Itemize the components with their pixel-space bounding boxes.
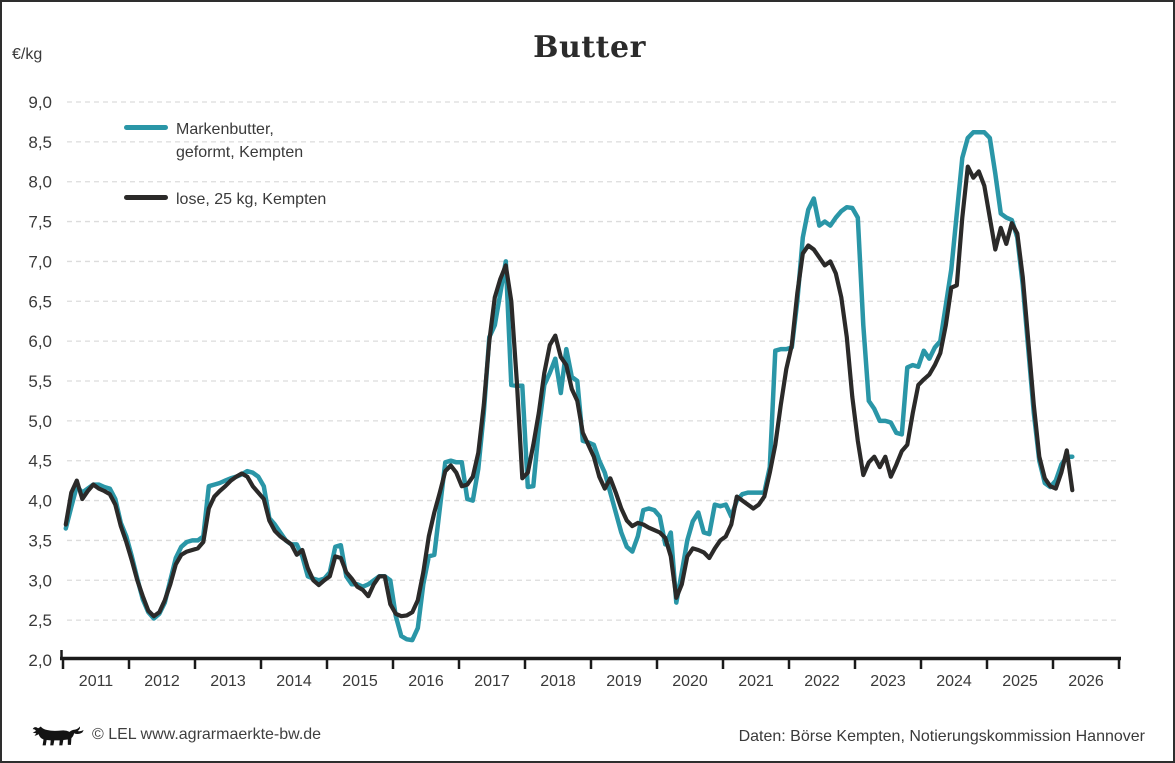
legend-item-lose: lose, 25 kg, Kempten — [124, 188, 326, 211]
y-tick-label: 9,0 — [28, 93, 52, 112]
bw-lion-logo-icon — [32, 726, 84, 746]
y-tick-label: 6,5 — [28, 292, 52, 311]
y-tick-label: 3,0 — [28, 571, 52, 590]
y-tick-label: 5,0 — [28, 412, 52, 431]
y-tick-label: 8,0 — [28, 173, 52, 192]
x-tick-label-year: 2020 — [672, 673, 708, 690]
y-tick-label: 6,0 — [28, 332, 52, 351]
x-tick-label-year: 2014 — [276, 673, 312, 690]
y-tick-label: 7,0 — [28, 252, 52, 271]
x-tick-label-year: 2013 — [210, 673, 246, 690]
y-tick-label: 3,5 — [28, 531, 52, 550]
x-tick-label-year: 2025 — [1002, 673, 1038, 690]
x-tick-label-year: 2019 — [606, 673, 642, 690]
y-tick-label: 5,5 — [28, 372, 52, 391]
x-tick-label-year: 2017 — [474, 673, 510, 690]
legend-label-markenbutter: Markenbutter, geformt, Kempten — [176, 118, 303, 164]
footer-credit-block: © LEL www.agrarmaerkte-bw.de — [30, 719, 321, 751]
data-source-text: Daten: Börse Kempten, Notierungskommissi… — [738, 728, 1145, 745]
x-tick-label-year: 2026 — [1068, 673, 1104, 690]
chart-legend: Markenbutter, geformt, Kempten lose, 25 … — [124, 118, 326, 236]
x-tick-label-year: 2024 — [936, 673, 972, 690]
page-title: Butter — [533, 30, 646, 65]
x-tick-label-year: 2022 — [804, 673, 840, 690]
legend-label-line1: lose, 25 kg, Kempten — [176, 191, 327, 209]
legend-label-line1: Markenbutter, — [176, 121, 274, 138]
lel-credit-text: © LEL www.agrarmaerkte-bw.de — [92, 726, 322, 743]
legend-label-lose: lose, 25 kg, Kempten — [176, 188, 326, 211]
y-tick-label: 4,0 — [28, 492, 52, 511]
y-tick-label: 2,0 — [28, 651, 52, 670]
legend-item-markenbutter: Markenbutter, geformt, Kempten — [124, 118, 326, 164]
y-tick-label: 8,5 — [28, 133, 52, 152]
markenbutter-line-swatch — [124, 125, 168, 130]
x-tick-label-year: 2021 — [738, 673, 774, 690]
y-tick-label: 4,5 — [28, 452, 52, 471]
legend-label-line2: geformt, Kempten — [176, 144, 304, 162]
x-tick-label-year: 2016 — [408, 673, 444, 690]
x-tick-label-year: 2023 — [870, 673, 906, 690]
y-tick-label: 7,5 — [28, 213, 52, 232]
y-axis-unit-label: €/kg — [12, 46, 43, 63]
x-tick-label-year: 2015 — [342, 673, 378, 690]
x-tick-label-year: 2011 — [79, 673, 114, 690]
y-tick-label: 2,5 — [28, 611, 52, 630]
series-line-lose — [63, 164, 1075, 619]
x-tick-label-year: 2018 — [540, 673, 576, 690]
lose-line-swatch — [124, 195, 168, 201]
x-tick-label-year: 2012 — [144, 673, 180, 690]
